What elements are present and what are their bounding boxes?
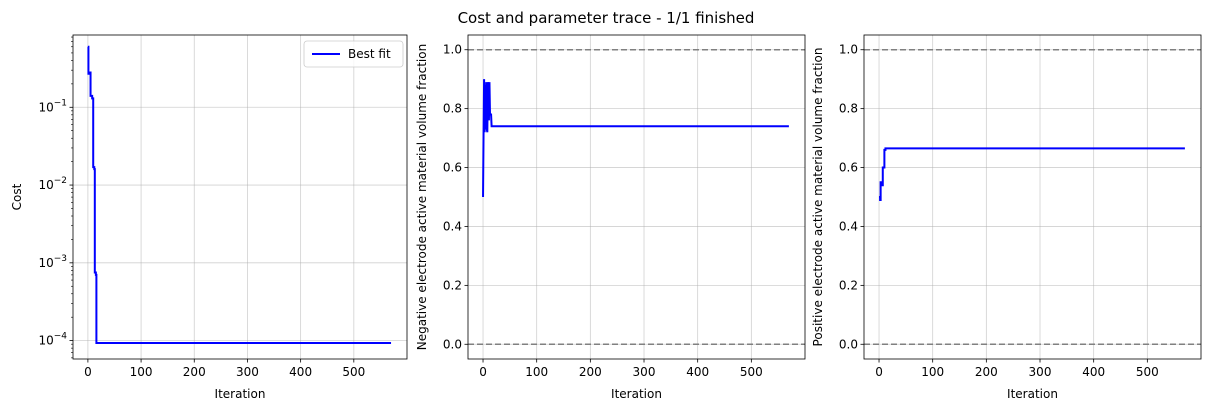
y-tick-label-0: 10−4 <box>38 332 67 348</box>
x-tick-label-3: 300 <box>1029 365 1052 379</box>
y-tick-label-3: 0.6 <box>443 161 462 175</box>
positive-electrode-panel: 0 100 200 300 400 500 0.0 0.2 0.4 0.6 0.8 1.0 Iterat… <box>811 34 1202 401</box>
x-tick-label-2: 200 <box>975 365 998 379</box>
axes-frame <box>72 34 408 360</box>
x-tick-label-2: 200 <box>183 365 206 379</box>
y-tick-label-1: 10−3 <box>38 254 67 270</box>
cost-panel: 0 100 200 300 400 500 10−4 10−3 10−2 10−1 Iteratio… <box>10 34 408 401</box>
x-tick-label-4: 400 <box>289 365 312 379</box>
negative-electrode-panel: 0 100 200 300 400 500 0.0 0.2 0.4 0.6 0.8 1.0 Iterat… <box>415 34 806 401</box>
y-tick-label-1: 0.2 <box>839 278 858 292</box>
x-tick-label-0: 0 <box>84 365 92 379</box>
y-axis-label: Cost <box>10 183 24 210</box>
x-tick-label-0: 0 <box>479 365 487 379</box>
legend-label: Best fit <box>348 47 391 61</box>
y-tick-label-0: 0.0 <box>443 337 462 351</box>
x-axis-label: Iteration <box>1007 387 1058 401</box>
series-line-0 <box>87 45 392 345</box>
x-tick-label-3: 300 <box>236 365 259 379</box>
y-tick-label-5: 1.0 <box>839 43 858 57</box>
y-tick-label-1: 0.2 <box>443 278 462 292</box>
figure-title: Cost and parameter trace - 1/1 finished <box>458 9 755 27</box>
x-tick-label-4: 400 <box>686 365 709 379</box>
y-axis-label: Positive electrode active material volum… <box>811 48 825 347</box>
x-axis-label: Iteration <box>215 387 266 401</box>
series-line-0 <box>879 147 1185 201</box>
y-tick-label-2: 0.4 <box>443 219 462 233</box>
y-tick-label-4: 0.8 <box>443 102 462 116</box>
axes-frame <box>863 34 1202 360</box>
y-tick-label-2: 0.4 <box>839 219 858 233</box>
y-tick-label-3: 0.6 <box>839 161 858 175</box>
x-tick-label-5: 500 <box>740 365 763 379</box>
x-tick-label-1: 100 <box>525 365 548 379</box>
x-tick-label-2: 200 <box>579 365 602 379</box>
x-tick-label-5: 500 <box>342 365 365 379</box>
axes-frame <box>467 34 806 360</box>
legend-box <box>303 40 404 68</box>
x-tick-label-1: 100 <box>921 365 944 379</box>
legend: Best fit <box>303 40 404 68</box>
series-line-0 <box>482 79 789 198</box>
x-axis-label: Iteration <box>611 387 662 401</box>
y-tick-label-4: 0.8 <box>839 102 858 116</box>
x-tick-label-3: 300 <box>633 365 656 379</box>
y-tick-label-5: 1.0 <box>443 43 462 57</box>
y-tick-label-2: 10−2 <box>38 176 67 192</box>
x-tick-label-1: 100 <box>130 365 153 379</box>
y-tick-label-0: 0.0 <box>839 337 858 351</box>
y-tick-label-3: 10−1 <box>38 98 67 114</box>
x-tick-label-4: 400 <box>1082 365 1105 379</box>
y-axis-label: Negative electrode active material volum… <box>415 44 429 350</box>
x-tick-label-5: 500 <box>1136 365 1159 379</box>
x-tick-label-0: 0 <box>875 365 883 379</box>
